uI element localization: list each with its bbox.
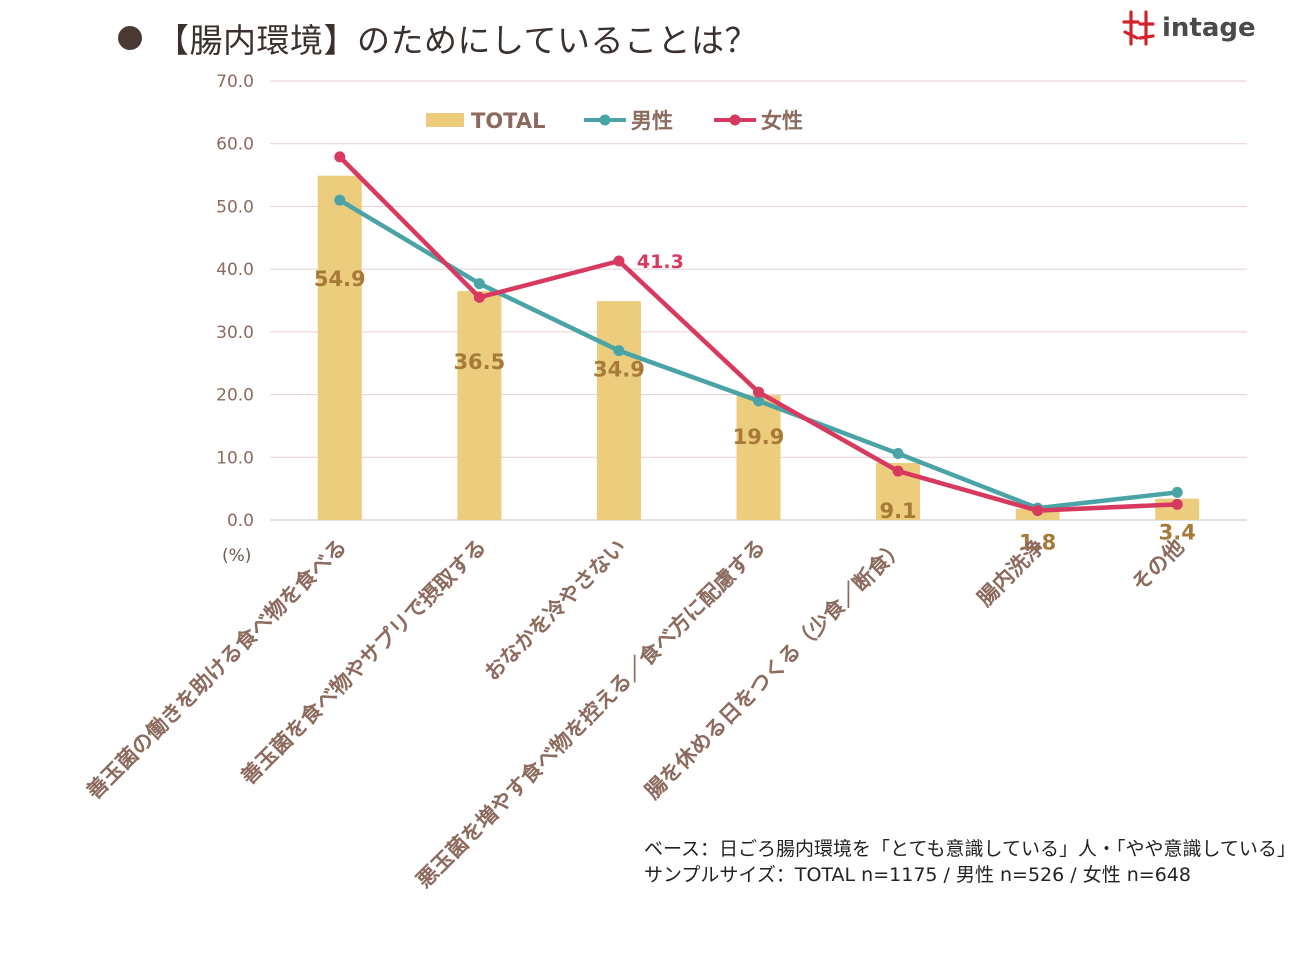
y-tick-label: 60.0: [216, 135, 254, 155]
legend-marker-女性: [729, 114, 741, 126]
series-point-男性: [334, 194, 346, 206]
data-label-total: 3.4: [1159, 521, 1196, 545]
bar-total: [736, 395, 781, 520]
y-tick-label: 40.0: [216, 260, 254, 280]
data-label-total: 34.9: [593, 357, 645, 381]
category-label: 腸を休める日をつくる（少食／断食）: [640, 535, 909, 804]
series-point-男性: [892, 448, 904, 460]
bar-total: [596, 301, 641, 520]
data-label-highlight: 41.3: [637, 251, 684, 273]
legend-label: 女性: [761, 109, 803, 133]
series-point-男性: [473, 278, 485, 290]
sample-size-note: サンプルサイズ：TOTAL n=1175 / 男性 n=526 / 女性 n=6…: [644, 864, 1191, 886]
y-tick-label: 20.0: [216, 386, 254, 406]
y-tick-label: 0.0: [227, 511, 254, 531]
y-tick-label: 10.0: [216, 448, 254, 468]
brand-logo: intage: [1122, 8, 1256, 48]
category-label: 善玉菌を食べ物やサプリで摂取する: [236, 535, 491, 790]
series-point-女性: [1032, 505, 1044, 517]
series-point-男性: [613, 345, 625, 357]
legend-swatch-TOTAL: [426, 113, 464, 127]
base-note: ベース：日ごろ腸内環境を「とても意識している」人・「やや意識している」人: [644, 838, 1294, 860]
category-label: 善玉菌の働きを助ける食べ物を食べる: [82, 535, 351, 804]
bullet-icon: [118, 26, 142, 50]
data-label-total: 54.9: [314, 267, 366, 291]
title-row: 【腸内環境】のためにしていることは？: [118, 14, 758, 62]
unit-label: (%): [222, 546, 251, 566]
legend-marker-男性: [599, 114, 611, 126]
bar-total: [317, 175, 362, 520]
series-point-女性: [892, 465, 904, 477]
series-point-女性: [753, 386, 764, 398]
data-label-total: 9.1: [879, 499, 916, 523]
intage-logo-icon: [1122, 10, 1155, 46]
series-point-男性: [753, 395, 764, 407]
brand-name: intage: [1162, 13, 1256, 43]
y-tick-label: 70.0: [216, 72, 254, 92]
data-label-total: 19.9: [733, 425, 785, 449]
data-label-total: 36.5: [453, 350, 505, 374]
series-point-女性: [334, 151, 346, 163]
series-point-女性: [613, 255, 625, 267]
data-label-total: 1.8: [1019, 531, 1056, 555]
y-tick-label: 50.0: [216, 197, 254, 217]
category-label: おなかを冷やさない: [480, 535, 631, 686]
series-point-女性: [473, 291, 485, 303]
series-point-男性: [1171, 486, 1183, 498]
legend-label: 男性: [631, 109, 673, 133]
page-title: 【腸内環境】のためにしていることは？: [156, 21, 759, 60]
legend-label: TOTAL: [471, 109, 546, 133]
bar-total: [457, 291, 502, 520]
category-label: 腸内洗浄: [973, 535, 1049, 611]
y-tick-label: 30.0: [216, 323, 254, 343]
series-point-女性: [1171, 498, 1183, 510]
